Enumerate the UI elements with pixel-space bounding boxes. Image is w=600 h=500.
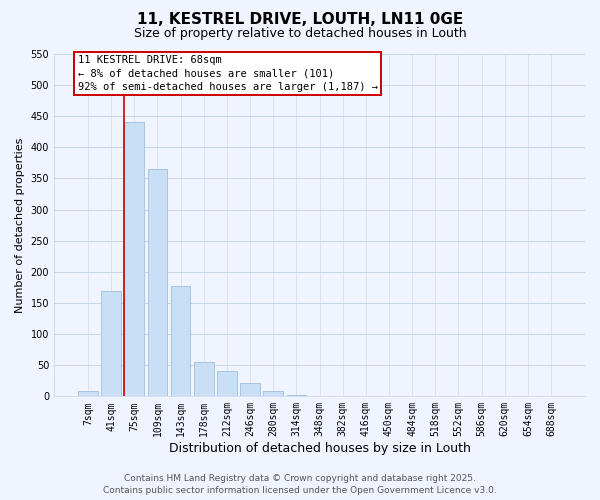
Text: Contains HM Land Registry data © Crown copyright and database right 2025.
Contai: Contains HM Land Registry data © Crown c… — [103, 474, 497, 495]
Bar — [240, 382, 260, 396]
Bar — [194, 362, 214, 396]
Bar — [287, 395, 306, 396]
Text: Size of property relative to detached houses in Louth: Size of property relative to detached ho… — [134, 28, 466, 40]
X-axis label: Distribution of detached houses by size in Louth: Distribution of detached houses by size … — [169, 442, 470, 455]
Bar — [101, 290, 121, 397]
Bar — [148, 169, 167, 396]
Text: 11 KESTREL DRIVE: 68sqm
← 8% of detached houses are smaller (101)
92% of semi-de: 11 KESTREL DRIVE: 68sqm ← 8% of detached… — [77, 55, 377, 92]
Bar — [263, 390, 283, 396]
Bar — [124, 122, 144, 396]
Bar — [78, 392, 98, 396]
Text: 11, KESTREL DRIVE, LOUTH, LN11 0GE: 11, KESTREL DRIVE, LOUTH, LN11 0GE — [137, 12, 463, 28]
Bar — [171, 286, 190, 397]
Bar — [217, 372, 237, 396]
Y-axis label: Number of detached properties: Number of detached properties — [15, 138, 25, 313]
